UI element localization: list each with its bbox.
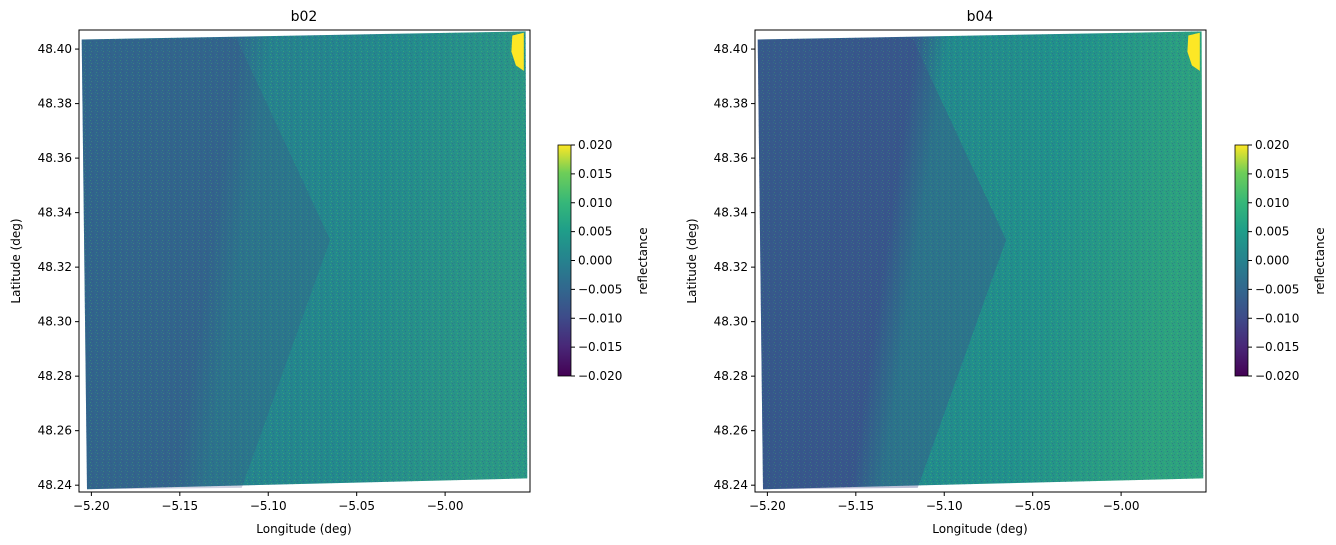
colorbar-tick-label: 0.000 [578, 254, 612, 268]
panel-b04: b04 −5.20 −5.15 −5.10 −5.05 −5.00 48.24 48.26… [685, 9, 1327, 536]
y-tick-label: 48.24 [38, 478, 72, 492]
colorbar-tick-label: 0.010 [578, 196, 612, 210]
y-tick-label: 48.30 [714, 315, 748, 329]
colorbar-label: reflectance [636, 227, 650, 294]
x-axis: −5.20 −5.15 −5.10 −5.05 −5.00 [749, 492, 1140, 513]
y-tick-label: 48.40 [714, 42, 748, 56]
x-tick-label: −5.05 [338, 499, 375, 513]
x-tick-label: −5.20 [749, 499, 786, 513]
colorbar [557, 144, 572, 377]
colorbar-tick-label: 0.020 [578, 138, 612, 152]
x-tick-label: −5.00 [427, 499, 464, 513]
y-tick-label: 48.34 [38, 206, 72, 220]
y-tick-label: 48.26 [714, 424, 748, 438]
northeast-coast-feature [511, 32, 524, 71]
colorbar-tick-label: 0.000 [1255, 254, 1289, 268]
y-tick-label: 48.38 [38, 97, 72, 111]
darker-west-band [81, 38, 331, 490]
colorbar-tick-label: −0.015 [578, 340, 622, 354]
y-axis-label: Latitude (deg) [9, 218, 23, 303]
y-axis: 48.24 48.26 48.28 48.30 48.32 48.34 48.36 48.38… [714, 42, 755, 492]
x-tick-label: −5.15 [161, 499, 198, 513]
colorbar-tick-label: 0.015 [578, 167, 612, 181]
darker-west-band [757, 38, 1007, 490]
y-tick-label: 48.28 [714, 369, 748, 383]
colorbar-tick-label: 0.015 [1255, 167, 1289, 181]
y-tick-label: 48.32 [38, 260, 72, 274]
colorbar-label: reflectance [1313, 227, 1327, 294]
colorbar-ticks: −0.020 −0.015 −0.010 −0.005 0.000 0.005 0.010 0… [1248, 138, 1299, 383]
colorbar-tick-label: −0.010 [1255, 311, 1299, 325]
x-axis-label: Longitude (deg) [932, 522, 1027, 536]
y-tick-label: 48.34 [714, 206, 748, 220]
colorbar-tick-label: 0.010 [1255, 196, 1289, 210]
colorbar-tick-label: 0.020 [1255, 138, 1289, 152]
chart-title: b02 [291, 9, 318, 25]
x-tick-label: −5.15 [837, 499, 874, 513]
panel-b02: b02 −5.20 −5.15 −5.10 −5.05 −5.00 48.24 48.26… [9, 9, 650, 536]
plot-frame [754, 29, 1207, 493]
x-tick-label: −5.20 [73, 499, 110, 513]
x-tick-label: −5.05 [1014, 499, 1051, 513]
x-tick-label: −5.10 [250, 499, 287, 513]
colorbar-tick-label: −0.015 [1255, 340, 1299, 354]
y-tick-label: 48.36 [38, 151, 72, 165]
y-tick-label: 48.24 [714, 478, 748, 492]
colorbar-tick-label: −0.020 [1255, 369, 1299, 383]
x-tick-label: −5.10 [926, 499, 963, 513]
colorbar [1234, 144, 1249, 377]
reflectance-texture [757, 31, 1204, 490]
x-axis: −5.20 −5.15 −5.10 −5.05 −5.00 [73, 492, 464, 513]
x-axis-label: Longitude (deg) [256, 522, 351, 536]
colorbar-ticks: −0.020 −0.015 −0.010 −0.005 0.000 0.005 0.010 0… [571, 138, 622, 383]
y-axis-label: Latitude (deg) [685, 218, 699, 303]
reflectance-texture [81, 31, 528, 490]
y-tick-label: 48.32 [714, 260, 748, 274]
colorbar-tick-label: −0.010 [578, 311, 622, 325]
colorbar-tick-label: −0.020 [578, 369, 622, 383]
colorbar-tick-label: −0.005 [578, 282, 622, 296]
colorbar-tick-label: 0.005 [578, 225, 612, 239]
y-tick-label: 48.26 [38, 424, 72, 438]
northeast-coast-feature [1187, 32, 1200, 71]
y-tick-label: 48.38 [714, 97, 748, 111]
y-tick-label: 48.28 [38, 369, 72, 383]
plot-frame [78, 29, 531, 493]
y-tick-label: 48.40 [38, 42, 72, 56]
y-axis: 48.24 48.26 48.28 48.30 48.32 48.34 48.36 48.38… [38, 42, 79, 492]
colorbar-tick-label: 0.005 [1255, 225, 1289, 239]
y-tick-label: 48.36 [714, 151, 748, 165]
x-tick-label: −5.00 [1103, 499, 1140, 513]
chart-title: b04 [967, 9, 994, 25]
colorbar-tick-label: −0.005 [1255, 282, 1299, 296]
y-tick-label: 48.30 [38, 315, 72, 329]
